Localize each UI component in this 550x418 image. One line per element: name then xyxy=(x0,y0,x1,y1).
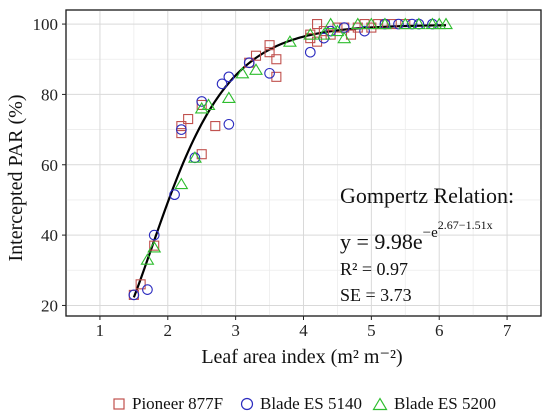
legend-label-blade-5200: Blade ES 5200 xyxy=(394,394,496,413)
point-triangle xyxy=(439,17,453,30)
point-circle xyxy=(264,67,275,79)
point-square xyxy=(271,71,282,82)
point-circle xyxy=(216,78,228,90)
point-triangle xyxy=(398,17,413,30)
point-circle xyxy=(148,229,160,241)
annotation-title: Gompertz Relation: xyxy=(340,183,514,208)
data-points xyxy=(128,17,453,301)
point-square xyxy=(332,22,343,33)
point-triangle xyxy=(235,66,250,79)
y-tick-label: 40 xyxy=(41,226,58,245)
point-circle xyxy=(196,96,208,107)
point-circle xyxy=(176,124,187,135)
equation-exponent-sup: 2.67−1.51x xyxy=(438,218,493,232)
point-circle xyxy=(243,57,255,69)
point-square xyxy=(312,19,323,30)
x-tick-label: 2 xyxy=(164,321,173,340)
point-square xyxy=(264,40,275,51)
point-square xyxy=(264,47,275,58)
point-square xyxy=(176,121,187,132)
point-square xyxy=(352,22,363,33)
y-tick-label: 80 xyxy=(41,85,58,104)
point-triangle xyxy=(147,240,162,253)
point-square xyxy=(183,113,194,125)
point-square xyxy=(345,29,357,40)
triangle-marker-icon xyxy=(372,397,388,411)
y-tick-label: 60 xyxy=(41,156,58,175)
point-triangle xyxy=(282,35,297,47)
point-square xyxy=(250,50,262,61)
legend-item-blade-5140: Blade ES 5140 xyxy=(240,394,362,414)
point-triangle xyxy=(140,253,155,265)
point-triangle xyxy=(187,151,202,163)
axis-ticks: 1 2 3 4 5 6 7 20 40 60 80 100 xyxy=(33,15,512,340)
point-square xyxy=(196,99,207,111)
point-triangle xyxy=(323,17,338,30)
circle-marker-icon xyxy=(240,397,254,411)
point-triangle xyxy=(350,17,365,30)
y-tick-label: 20 xyxy=(41,296,58,315)
point-circle xyxy=(142,284,153,295)
point-square xyxy=(318,26,329,37)
point-triangle xyxy=(364,17,379,30)
point-square xyxy=(135,279,146,290)
point-circle xyxy=(304,46,316,58)
point-triangle xyxy=(201,98,216,111)
x-tick-label: 4 xyxy=(299,321,308,340)
point-square xyxy=(373,19,384,30)
annotation-r2: R² = 0.97 xyxy=(340,259,408,279)
y-tick-label: 100 xyxy=(33,15,59,34)
equation-exponent-main: −e xyxy=(423,225,438,241)
legend-label-pioneer: Pioneer 877F xyxy=(132,394,224,413)
point-square xyxy=(359,19,370,30)
x-tick-label: 1 xyxy=(96,321,105,340)
point-triangle xyxy=(194,101,209,114)
square-marker-icon xyxy=(113,398,125,410)
legend-label-blade-5140: Blade ES 5140 xyxy=(260,394,362,413)
point-triangle xyxy=(411,17,426,30)
point-circle xyxy=(223,71,235,83)
point-triangle xyxy=(337,31,352,44)
point-circle xyxy=(223,118,235,130)
point-square xyxy=(176,128,187,139)
x-tick-label: 7 xyxy=(503,321,512,340)
x-tick-label: 6 xyxy=(435,321,444,340)
x-tick-label: 3 xyxy=(231,321,240,340)
x-axis-title: Leaf area index (m² m⁻²) xyxy=(201,346,402,368)
point-triangle xyxy=(330,24,345,37)
point-square xyxy=(196,149,207,160)
point-triangle xyxy=(249,63,263,75)
point-triangle xyxy=(377,17,392,30)
legend: Pioneer 877F Blade ES 5140 Blade ES 5200 xyxy=(0,394,550,418)
annotation-equation: y = 9.98e−e2.67−1.51x xyxy=(340,218,493,254)
y-axis-title: Intercepted PAR (%) xyxy=(5,95,27,262)
point-triangle xyxy=(432,17,447,30)
legend-item-pioneer: Pioneer 877F xyxy=(112,394,223,414)
x-tick-label: 5 xyxy=(367,321,376,340)
legend-item-blade-5200: Blade ES 5200 xyxy=(372,394,496,414)
scatter-chart: 1 2 3 4 5 6 7 20 40 60 80 100 Intercepted PAR (%) L… xyxy=(5,9,542,368)
grid xyxy=(66,10,541,316)
point-square xyxy=(386,19,397,30)
point-triangle xyxy=(174,177,189,190)
point-triangle xyxy=(425,17,440,30)
point-square xyxy=(210,121,221,132)
point-square xyxy=(271,54,282,65)
point-square xyxy=(312,36,323,47)
point-circle xyxy=(128,289,140,301)
annotation-se: SE = 3.73 xyxy=(340,285,412,305)
point-triangle xyxy=(221,91,236,103)
plot-border xyxy=(65,9,542,317)
equation-main: y = 9.98e xyxy=(340,229,423,254)
point-triangle xyxy=(303,28,318,40)
point-square xyxy=(366,22,377,33)
point-square xyxy=(325,29,336,40)
point-triangle xyxy=(316,28,331,40)
point-circle xyxy=(169,189,180,201)
point-circle xyxy=(359,25,370,37)
